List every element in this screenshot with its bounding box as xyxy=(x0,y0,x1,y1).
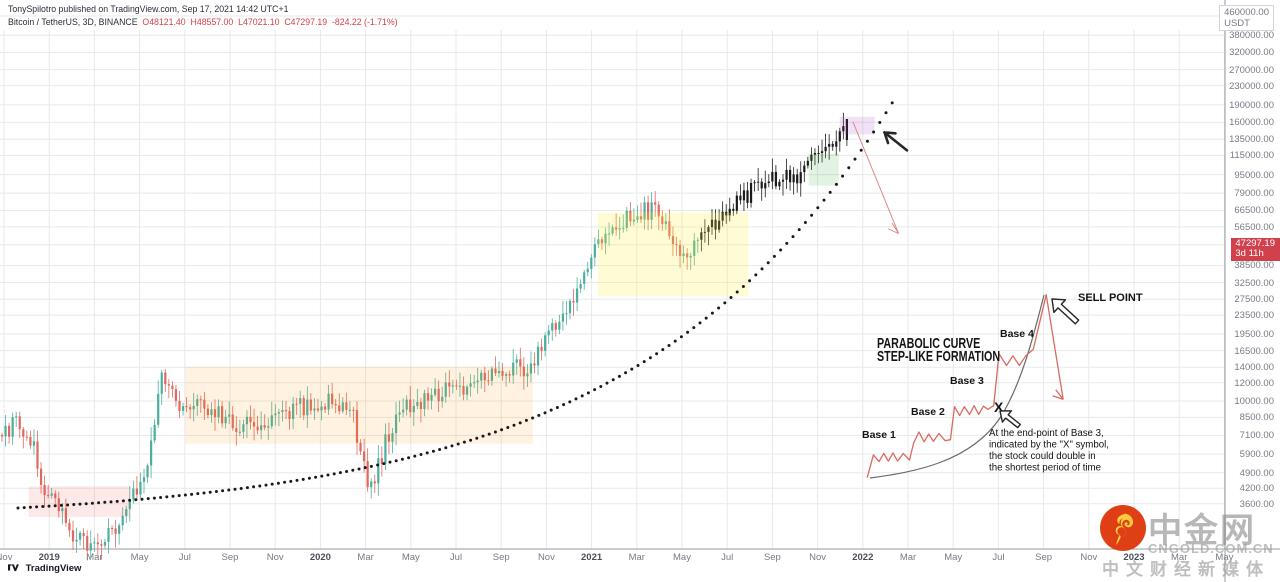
svg-text:Base 4: Base 4 xyxy=(1000,328,1034,340)
svg-text:the shortest period of time: the shortest period of time xyxy=(989,463,1101,474)
svg-text:Base 3: Base 3 xyxy=(950,375,984,387)
svg-text:indicated by the "X" symbol,: indicated by the "X" symbol, xyxy=(989,440,1109,451)
svg-text:Base 2: Base 2 xyxy=(911,406,945,418)
svg-text:STEP-LIKE FORMATION: STEP-LIKE FORMATION xyxy=(877,347,1000,364)
svg-text:the stock could double in: the stock could double in xyxy=(989,451,1096,462)
svg-text:Base 1: Base 1 xyxy=(862,429,896,441)
svg-text:SELL POINT: SELL POINT xyxy=(1078,292,1143,304)
svg-text:At the end-point of Base 3,: At the end-point of Base 3, xyxy=(989,428,1104,439)
